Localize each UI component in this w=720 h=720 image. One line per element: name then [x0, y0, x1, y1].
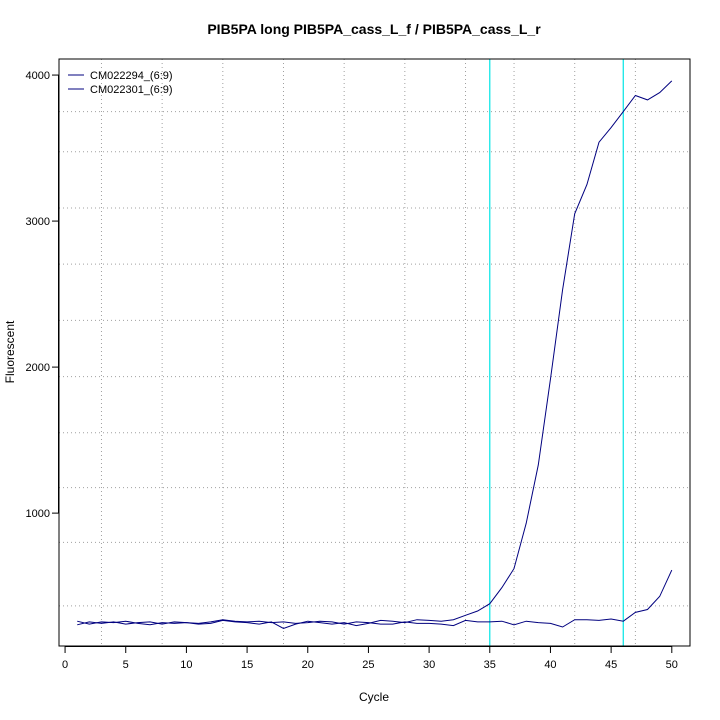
- x-tick-label: 45: [605, 659, 617, 671]
- y-tick-label: 2000: [26, 362, 50, 374]
- legend-label: CM022294_(6:9): [90, 70, 173, 82]
- legend-label: CM022301_(6:9): [90, 84, 173, 96]
- x-tick-label: 0: [62, 659, 68, 671]
- x-axis-label: Cycle: [359, 690, 389, 704]
- series-line-2: [77, 569, 673, 628]
- grid: [59, 59, 690, 646]
- x-tick-label: 30: [423, 659, 435, 671]
- x-tick-label: 20: [302, 659, 314, 671]
- y-tick-label: 3000: [26, 216, 50, 228]
- x-tick-label: 15: [241, 659, 253, 671]
- x-tick-label: 5: [123, 659, 129, 671]
- threshold-lines: [489, 59, 624, 646]
- x-tick-label: 10: [180, 659, 192, 671]
- x-tick-label: 25: [362, 659, 374, 671]
- x-axis: 0 5 10 15 20 25 30 35 40 45 50: [62, 646, 678, 671]
- series-line-1: [77, 80, 673, 630]
- chart-title: PIB5PA long PIB5PA_cass_L_f / PIB5PA_cas…: [207, 21, 541, 37]
- legend: CM022294_(6:9) CM022301_(6:9): [68, 70, 173, 96]
- x-tick-label: 50: [666, 659, 678, 671]
- x-tick-label: 40: [544, 659, 556, 671]
- plot-frame: [58, 58, 691, 647]
- y-axis-label: Fluorescent: [3, 320, 17, 383]
- y-axis: 1000 2000 3000 4000: [26, 70, 59, 520]
- x-tick-label: 35: [484, 659, 496, 671]
- y-tick-label: 4000: [26, 70, 50, 82]
- y-tick-label: 1000: [26, 508, 50, 520]
- data-lines: [77, 80, 673, 630]
